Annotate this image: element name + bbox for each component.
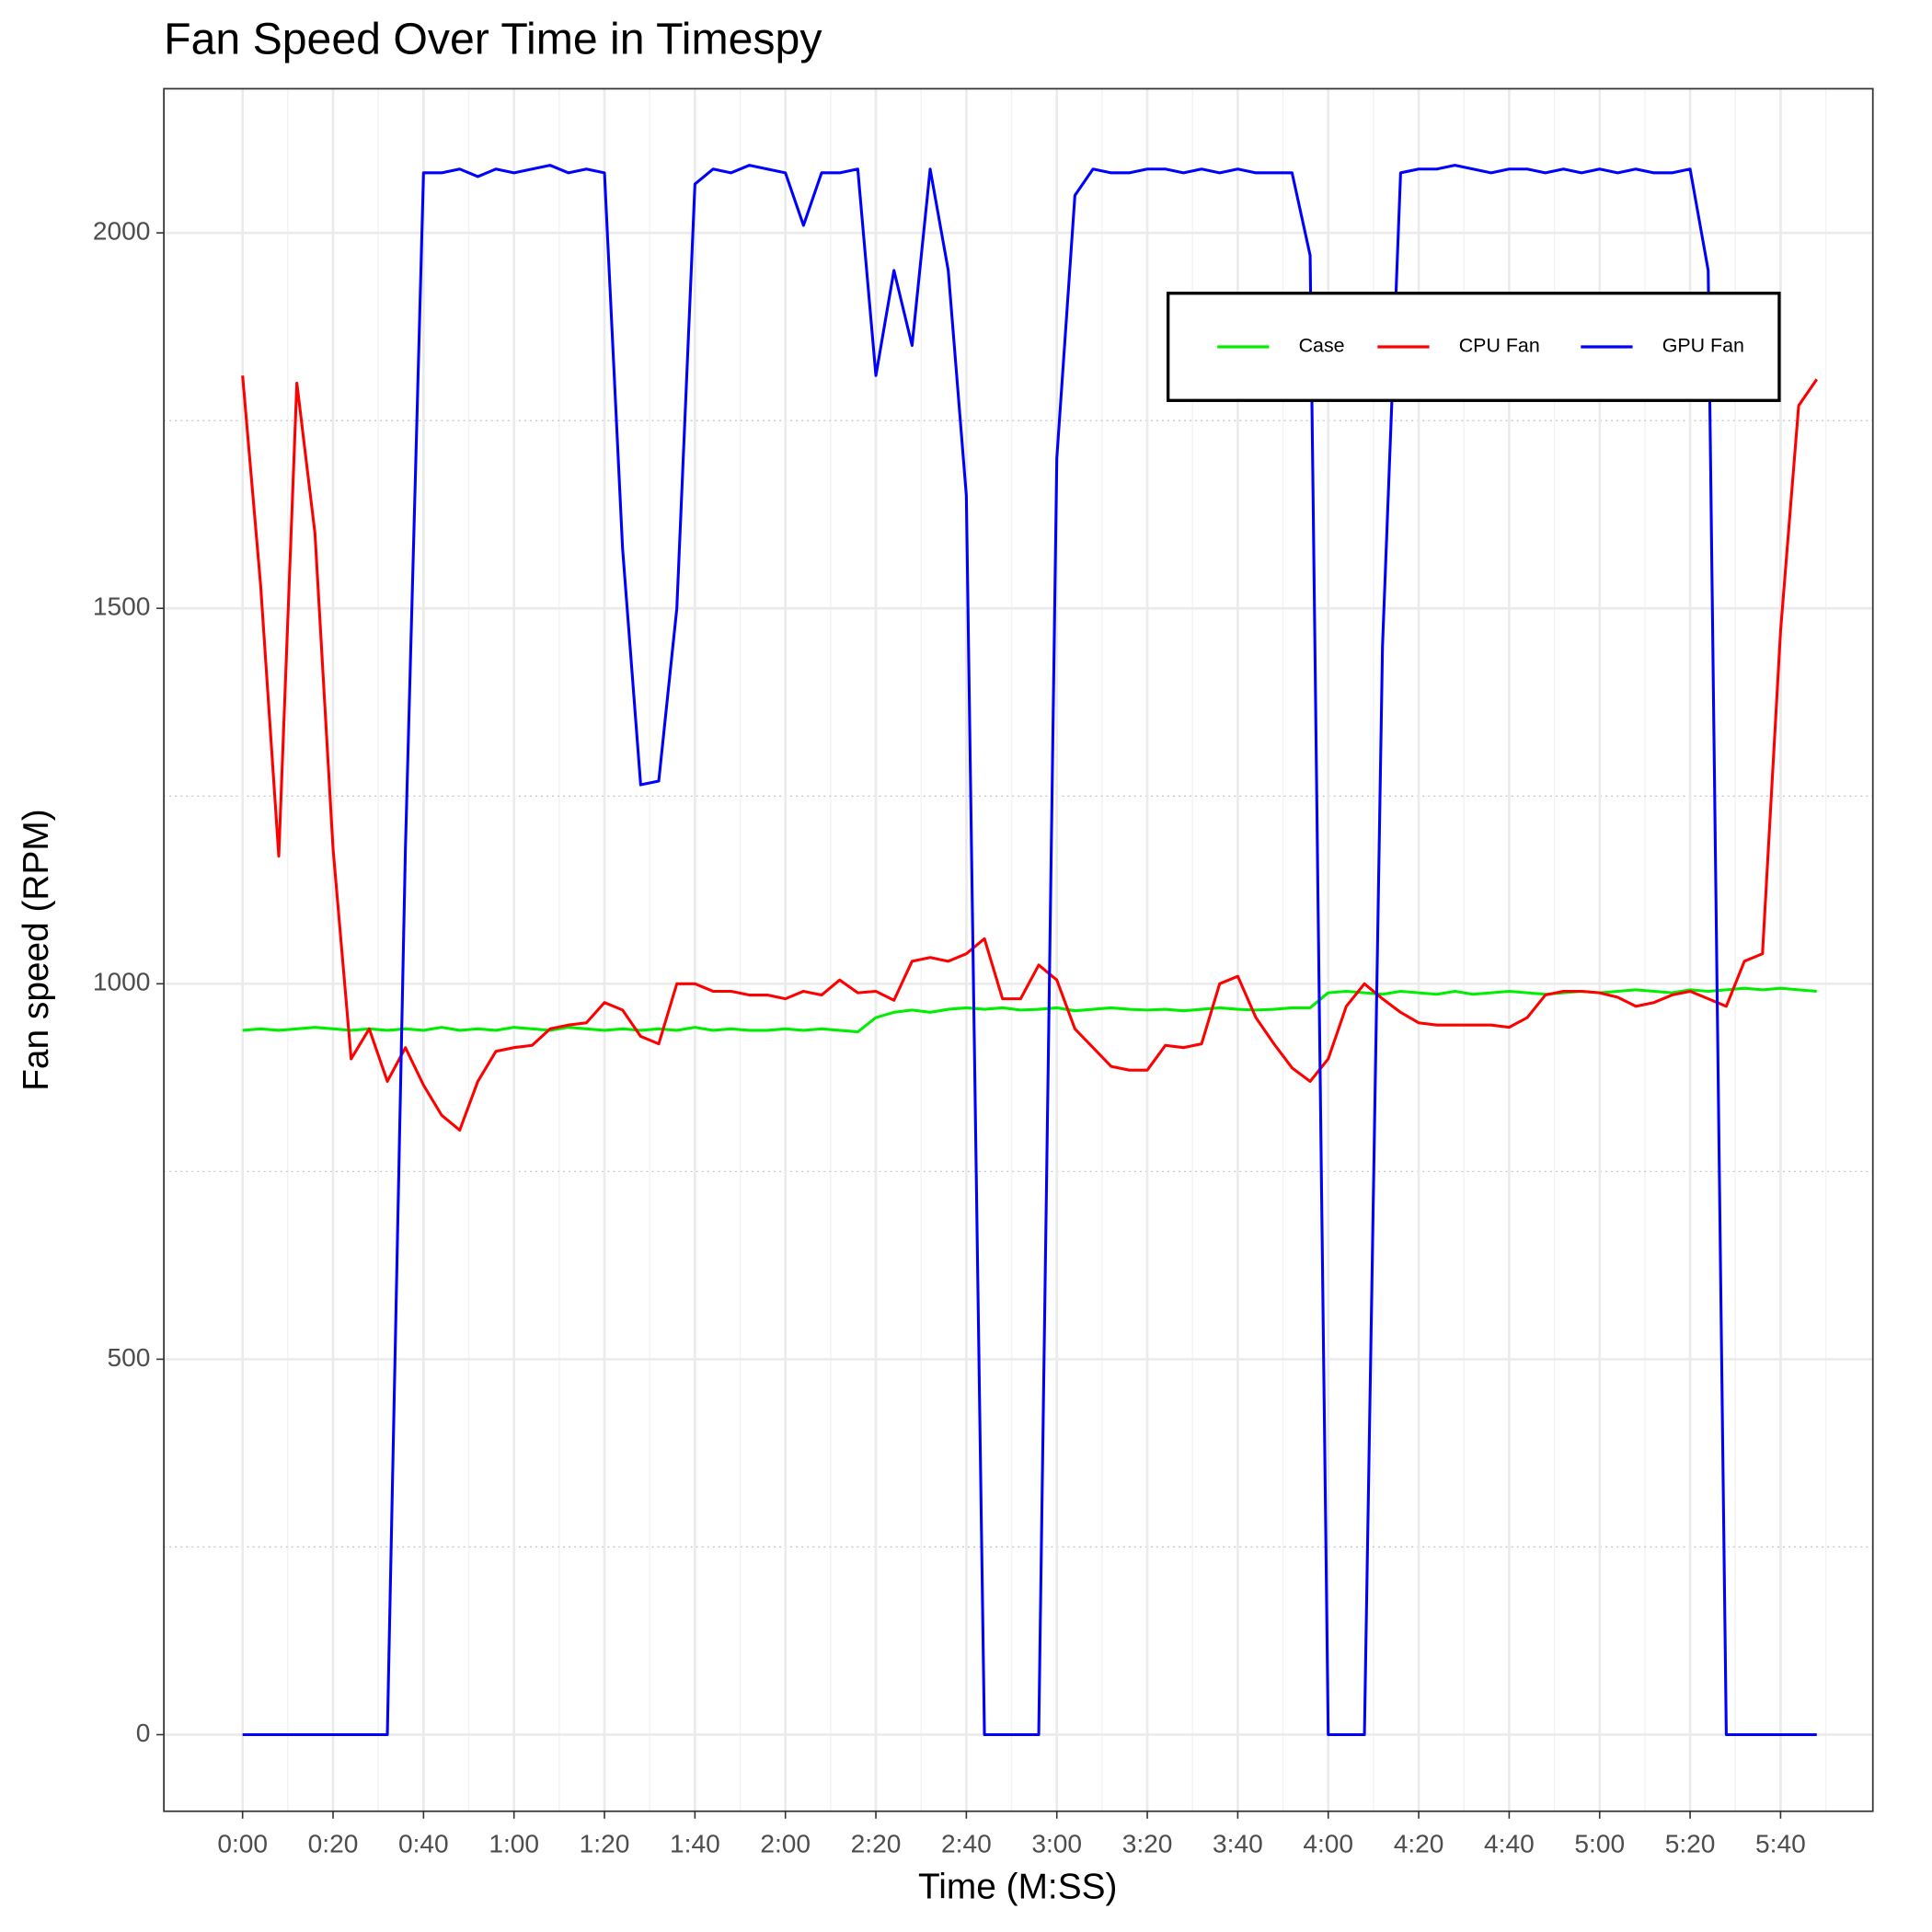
x-tick-label: 2:00 bbox=[760, 1830, 811, 1858]
legend-label: CPU Fan bbox=[1459, 335, 1540, 357]
x-tick-label: 4:20 bbox=[1394, 1830, 1444, 1858]
y-tick-label: 1000 bbox=[93, 968, 151, 996]
x-tick-label: 5:20 bbox=[1665, 1830, 1716, 1858]
axes: 0:00 0:20 0:40 1:00 1:20 1:40 2:00 2:20 2:40 3:00… bbox=[93, 217, 1806, 1858]
legend-label: Case bbox=[1299, 335, 1345, 357]
x-tick-label: 3:40 bbox=[1213, 1830, 1263, 1858]
legend-box bbox=[1166, 292, 1781, 402]
x-axis-title: Time (M:SS) bbox=[918, 1867, 1117, 1906]
chart-title: Fan Speed Over Time in Timespy bbox=[164, 14, 822, 63]
line-series bbox=[242, 164, 1817, 1737]
y-tick-label: 2000 bbox=[93, 217, 151, 246]
legend: Case CPU Fan GPU Fan bbox=[1166, 292, 1781, 402]
y-tick-label: 0 bbox=[136, 1719, 151, 1747]
x-tick-label: 0:00 bbox=[217, 1830, 268, 1858]
line-series bbox=[241, 375, 1819, 1133]
legend-label: GPU Fan bbox=[1662, 335, 1744, 357]
x-tick-label: 5:40 bbox=[1755, 1830, 1806, 1858]
x-tick-label: 0:20 bbox=[308, 1830, 359, 1858]
x-tick-label: 2:20 bbox=[851, 1830, 902, 1858]
x-tick-label: 4:40 bbox=[1484, 1830, 1535, 1858]
grid bbox=[164, 88, 1873, 1811]
lines bbox=[241, 164, 1819, 1737]
x-tick-label: 2:40 bbox=[941, 1830, 992, 1858]
y-axis-title: Fan speed (RPM) bbox=[17, 809, 56, 1090]
x-tick-label: 0:40 bbox=[398, 1830, 449, 1858]
x-tick-label: 1:00 bbox=[489, 1830, 539, 1858]
x-tick-label: 5:00 bbox=[1574, 1830, 1625, 1858]
y-tick-label: 500 bbox=[107, 1343, 150, 1372]
x-tick-label: 3:00 bbox=[1031, 1830, 1082, 1858]
x-tick-label: 3:20 bbox=[1122, 1830, 1173, 1858]
x-tick-label: 1:20 bbox=[580, 1830, 630, 1858]
x-tick-label: 4:00 bbox=[1303, 1830, 1353, 1858]
y-tick-label: 1500 bbox=[93, 592, 151, 621]
x-tick-label: 1:40 bbox=[670, 1830, 720, 1858]
panel-border bbox=[163, 87, 1874, 1812]
